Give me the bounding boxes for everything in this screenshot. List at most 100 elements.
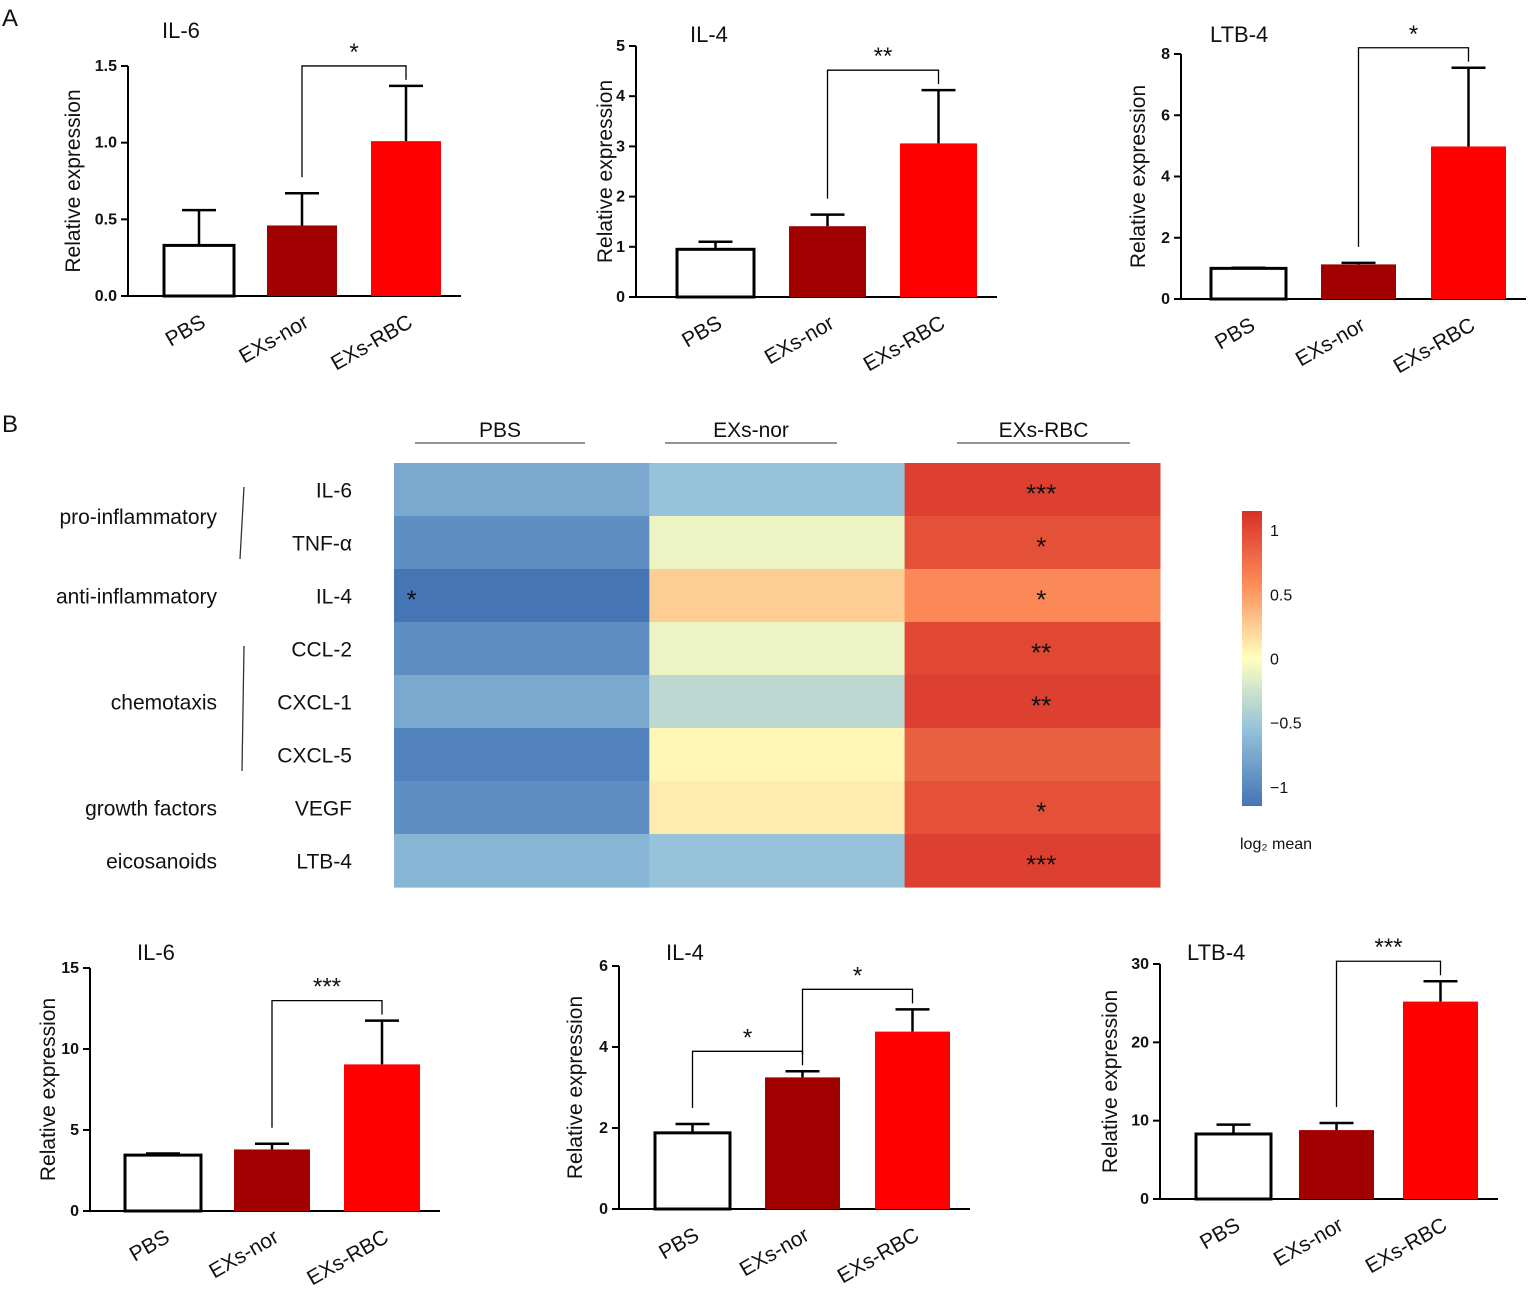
y-axis-label: Relative expression [1099, 990, 1122, 1173]
significance-bracket [1357, 47, 1470, 247]
heatmap-row-label: TNF-α [292, 533, 352, 556]
heatmap-significance: ** [1031, 691, 1051, 721]
y-axis-label: Relative expression [594, 80, 617, 263]
x-tick-label-exs-nor: EXs-nor [205, 1225, 282, 1283]
heatmap-significance: * [407, 585, 417, 615]
group-label: eicosanoids [106, 851, 217, 874]
bar-pbs [675, 247, 756, 299]
heatmap-cell [904, 516, 1161, 570]
heatmap-column-header: PBS [479, 419, 521, 442]
bar-chart-b-il6: IL-6 Relative expression 0 5 10 15 PBS EXs-nor E… [37, 940, 440, 1290]
panel-label-a: A [2, 5, 18, 32]
bar-chart-a-ltb4: LTB-4 Relative expression 0 2 4 6 8 PBS EXs-nor E… [1127, 21, 1526, 378]
panel-label-b: B [2, 411, 18, 438]
y-axis-label: Relative expression [564, 996, 587, 1179]
significance-bracket [271, 1000, 383, 1128]
chart-layer: IL-6 Relative expression 0.0 0.5 1.0 1.5 PBS EX… [37, 18, 1526, 1290]
chart-title: LTB-4 [1210, 22, 1268, 47]
y-axis-label: Relative expression [62, 89, 85, 272]
heatmap-significance: *** [1026, 479, 1056, 509]
bar-exs-rbc [1431, 146, 1506, 299]
heatmap-cell [649, 728, 906, 782]
heatmap-significance: * [1036, 797, 1046, 827]
heatmap-cell [904, 675, 1161, 729]
x-tick-label-exs-rbc: EXs-RBC [860, 311, 949, 376]
heatmap-cell [394, 781, 650, 835]
group-label: pro-inflammatory [59, 506, 217, 529]
y-axis-label: Relative expression [1127, 85, 1150, 268]
y-tick-label: 3 [616, 138, 625, 155]
y-tick-label: 0 [1161, 291, 1170, 308]
heatmap-row-label: CXCL-5 [277, 745, 352, 768]
chart-title: IL-4 [666, 940, 704, 965]
y-tick-label: 8 [1161, 46, 1170, 63]
colorbar-label: log₂ mean [1240, 836, 1312, 853]
group-bracket [239, 486, 245, 560]
bar-exs-nor [789, 226, 866, 297]
heatmap-row-label: IL-4 [316, 586, 353, 609]
heatmap-cell [394, 569, 650, 623]
heatmap-significance: ** [1031, 638, 1051, 668]
x-tick-label-pbs: PBS [655, 1223, 703, 1264]
colorbar-tick-label: 1 [1270, 523, 1279, 540]
y-tick-label: 0 [1140, 1191, 1149, 1208]
y-tick-label: 20 [1131, 1034, 1149, 1051]
heatmap-significance: * [1036, 532, 1046, 562]
chart-title: IL-6 [162, 18, 200, 43]
bar-chart-b-il4: IL-4 Relative expression 0 2 4 6 PBS EXs-nor EXs… [564, 940, 970, 1288]
bar-pbs [123, 1153, 203, 1213]
bar-exs-nor [267, 225, 337, 296]
heatmap-cell [394, 675, 650, 729]
y-tick-label: 2 [616, 189, 625, 206]
x-tick-label-exs-rbc: EXs-RBC [327, 310, 416, 375]
heatmap-cell [649, 569, 906, 623]
heatmap-cell [649, 622, 906, 676]
heatmap-row-label: VEGF [295, 798, 352, 821]
y-tick-label: 0.0 [95, 288, 117, 305]
group-label: anti-inflammatory [56, 586, 218, 609]
y-tick-label: 0 [70, 1203, 79, 1220]
heatmap-significance: * [1036, 585, 1046, 615]
x-tick-label-exs-rbc: EXs-RBC [303, 1225, 392, 1290]
bar-exs-rbc [1403, 1001, 1478, 1199]
heatmap-column-header: EXs-RBC [999, 419, 1089, 442]
bar-pbs [653, 1131, 732, 1211]
bar-chart-b-ltb4: LTB-4 Relative expression 0 10 20 30 PBS EXs-no… [1099, 934, 1498, 1278]
y-tick-label: 0 [599, 1201, 608, 1218]
x-tick-label-pbs: PBS [162, 310, 210, 351]
significance-bracket [826, 69, 940, 199]
heatmap-cell [904, 622, 1161, 676]
significance-label: * [1409, 21, 1418, 48]
y-tick-label: 0.5 [95, 211, 117, 228]
bar-exs-nor [234, 1149, 310, 1211]
group-label: growth factors [85, 798, 217, 821]
heatmap-column-header: EXs-nor [713, 419, 789, 442]
group-label: chemotaxis [111, 692, 217, 715]
heatmap-cell [649, 463, 906, 517]
y-tick-label: 2 [599, 1120, 608, 1137]
y-tick-label: 10 [1131, 1113, 1149, 1130]
y-tick-label: 5 [616, 38, 625, 55]
heatmap: PBS EXs-nor EXs-RBC***** *********IL-6TNF-α… [56, 419, 1312, 888]
x-tick-label-exs-nor: EXs-nor [235, 310, 312, 368]
heatmap-cell [649, 516, 906, 570]
y-tick-label: 30 [1131, 956, 1149, 973]
y-tick-label: 6 [1161, 107, 1170, 124]
colorbar-tick-label: −1 [1270, 780, 1288, 797]
x-tick-label-pbs: PBS [126, 1225, 174, 1266]
x-tick-label-pbs: PBS [1211, 313, 1259, 354]
heatmap-row-label: CCL-2 [291, 639, 352, 662]
heatmap-cell [394, 463, 650, 517]
x-tick-label-exs-rbc: EXs-RBC [834, 1223, 923, 1288]
heatmap-cell [649, 781, 906, 835]
bar-pbs [1194, 1132, 1273, 1201]
bar-exs-rbc [875, 1031, 950, 1209]
y-tick-label: 1.0 [95, 135, 117, 152]
y-tick-label: 4 [616, 88, 625, 105]
chart-title: IL-4 [690, 22, 728, 47]
y-tick-label: 0 [616, 289, 625, 306]
significance-bracket [801, 988, 914, 1056]
heatmap-row-label: LTB-4 [296, 851, 352, 874]
y-tick-label: 1 [616, 239, 625, 256]
